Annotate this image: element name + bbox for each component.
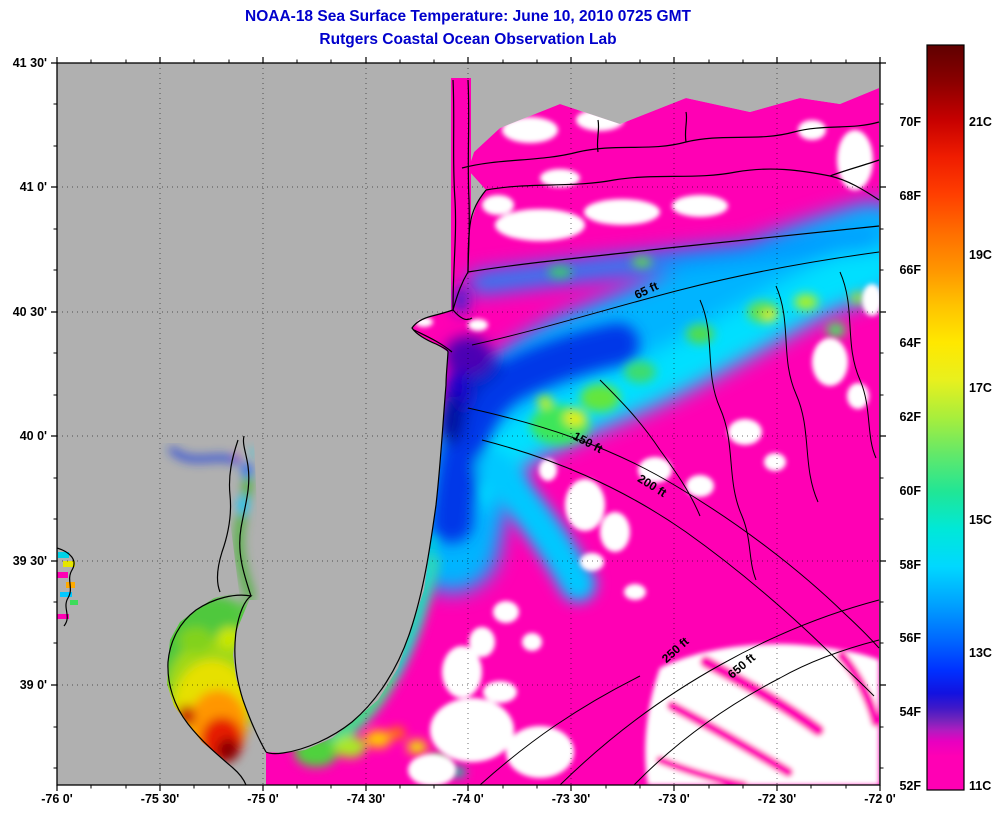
y-tick-label: 39 0' bbox=[20, 678, 47, 692]
x-tick-label: -75 30' bbox=[141, 792, 179, 806]
bathymetry-contours bbox=[467, 251, 880, 785]
colorbar-c-labels: 21C 19C 17C 15C 13C 11C bbox=[969, 115, 992, 793]
colorbar-f-label: 58F bbox=[899, 558, 921, 572]
x-tick-label: -72 30' bbox=[758, 792, 796, 806]
y-tick-label: 41 30' bbox=[13, 56, 47, 70]
minor-ticks bbox=[53, 59, 884, 789]
y-tick-label: 40 0' bbox=[20, 429, 47, 443]
page-title: NOAA-18 Sea Surface Temperature: June 10… bbox=[245, 8, 691, 25]
colorbar-f-label: 68F bbox=[899, 189, 921, 203]
colorbar-c-label: 15C bbox=[969, 513, 992, 527]
chesapeake-edge-squiggle bbox=[57, 547, 75, 627]
li-ct-coastlines bbox=[452, 111, 880, 311]
colorbar-f-label: 70F bbox=[899, 115, 921, 129]
contour-minor-2 bbox=[775, 285, 819, 503]
sst-cold-core bbox=[431, 286, 639, 602]
graticule-gridlines bbox=[57, 63, 880, 785]
colorbar-f-label: 62F bbox=[899, 410, 921, 424]
contour-250ft bbox=[559, 599, 880, 785]
contour-minor-3 bbox=[839, 271, 877, 459]
contour-150ft bbox=[467, 407, 880, 649]
major-ticks bbox=[51, 57, 886, 791]
x-tick-label: -74 30' bbox=[347, 792, 385, 806]
x-tick-label: -74 0' bbox=[452, 792, 483, 806]
x-tick-label: -73 30' bbox=[552, 792, 590, 806]
colorbar-f-label: 64F bbox=[899, 336, 921, 350]
colorbar-c-label: 11C bbox=[969, 779, 991, 793]
nj-coastline bbox=[265, 309, 454, 755]
colorbar: 70F 68F 66F 64F 62F 60F 58F 56F 54F 52F … bbox=[899, 44, 992, 793]
colorbar-f-label: 52F bbox=[899, 779, 921, 793]
colorbar-f-labels: 70F 68F 66F 64F 62F 60F 58F 56F 54F 52F bbox=[899, 115, 921, 793]
colorbar-f-label: 66F bbox=[899, 263, 921, 277]
x-axis-labels: -76 0' -75 30' -75 0' -74 30' -74 0' -73… bbox=[41, 792, 895, 806]
colorbar-c-label: 13C bbox=[969, 646, 992, 660]
contour-200ft bbox=[481, 439, 875, 697]
map-plot: 65 ft 150 ft 200 ft 250 ft 650 ft bbox=[57, 63, 880, 785]
colorbar-c-label: 17C bbox=[969, 381, 992, 395]
coastlines bbox=[57, 79, 880, 785]
x-tick-label: -76 0' bbox=[41, 792, 72, 806]
contour-minor-4 bbox=[599, 379, 701, 517]
colorbar-gradient bbox=[926, 44, 965, 791]
colorbar-f-label: 56F bbox=[899, 631, 921, 645]
delaware-river-outline bbox=[216, 435, 252, 597]
colorbar-f-label: 60F bbox=[899, 484, 921, 498]
y-tick-label: 41 0' bbox=[20, 180, 47, 194]
contour-650ft bbox=[633, 639, 880, 785]
y-axis-labels: 41 30' 41 0' 40 30' 40 0' 39 30' 39 0' bbox=[13, 56, 47, 692]
colorbar-f-label: 54F bbox=[899, 705, 921, 719]
delaware-bay-outline bbox=[167, 594, 267, 785]
contour-65ft bbox=[471, 251, 880, 346]
contour-minor-1 bbox=[699, 299, 757, 581]
contour-minor-5 bbox=[479, 675, 641, 785]
x-tick-label: -75 0' bbox=[247, 792, 278, 806]
page-subtitle: Rutgers Coastal Ocean Observation Lab bbox=[319, 31, 616, 48]
raritan-bay-outline bbox=[413, 309, 473, 353]
colorbar-c-label: 19C bbox=[969, 248, 992, 262]
colorbar-c-label: 21C bbox=[969, 115, 992, 129]
y-tick-label: 40 30' bbox=[13, 305, 47, 319]
x-tick-label: -72 0' bbox=[864, 792, 895, 806]
x-tick-label: -73 0' bbox=[658, 792, 689, 806]
y-tick-label: 39 30' bbox=[13, 554, 47, 568]
